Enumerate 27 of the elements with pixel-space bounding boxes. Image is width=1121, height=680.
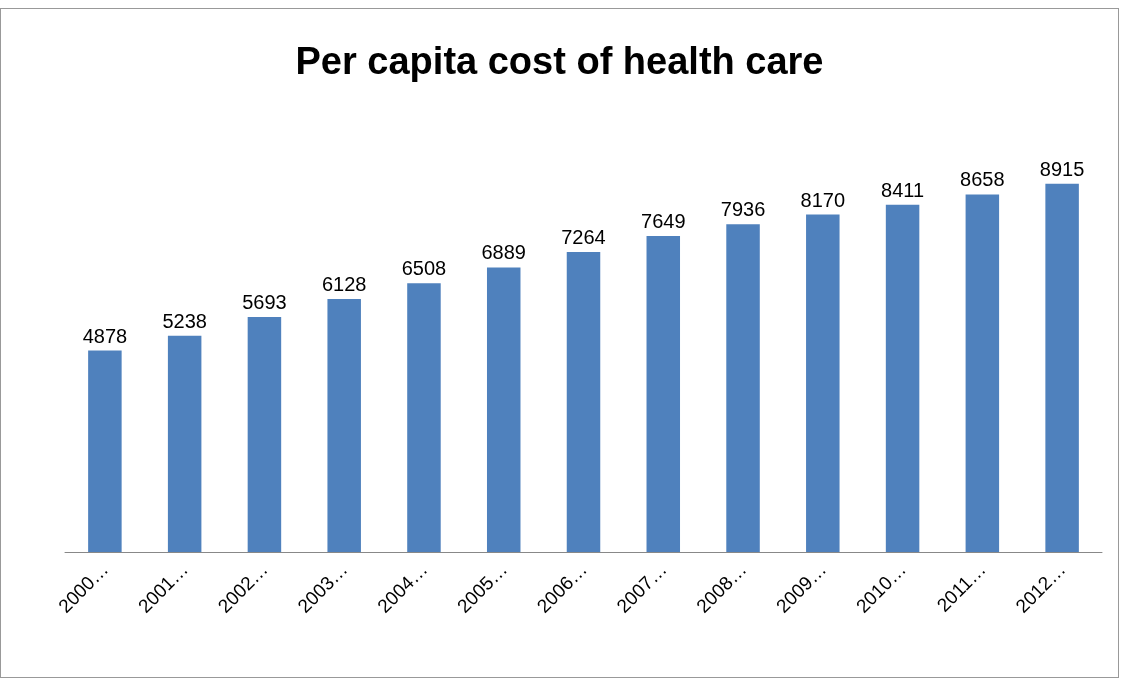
data-label: 4878 — [82, 324, 128, 347]
data-label: 6889 — [481, 241, 526, 264]
data-label: 5693 — [242, 290, 287, 313]
bar — [407, 283, 441, 552]
data-label: 8658 — [960, 168, 1005, 191]
data-label: 8915 — [1039, 157, 1085, 180]
bar — [885, 204, 920, 552]
data-label: 6508 — [401, 257, 447, 280]
bar — [646, 236, 681, 552]
data-label: 7264 — [561, 226, 606, 248]
bar — [965, 194, 1000, 552]
data-label: 8411 — [881, 178, 925, 201]
data-label: 5238 — [162, 309, 207, 332]
data-label: 7936 — [720, 198, 766, 221]
bar — [88, 350, 122, 552]
bar — [806, 214, 840, 552]
data-label: 6128 — [321, 272, 367, 295]
bar — [247, 316, 282, 552]
bar — [486, 267, 521, 552]
data-label: 8170 — [800, 188, 846, 211]
chart-title: Per capita cost of health care — [295, 40, 824, 82]
bar — [726, 224, 760, 552]
bar — [167, 335, 202, 552]
bar — [566, 252, 601, 552]
bar — [1045, 183, 1079, 552]
bar — [327, 298, 361, 552]
data-label: 7649 — [641, 210, 686, 233]
